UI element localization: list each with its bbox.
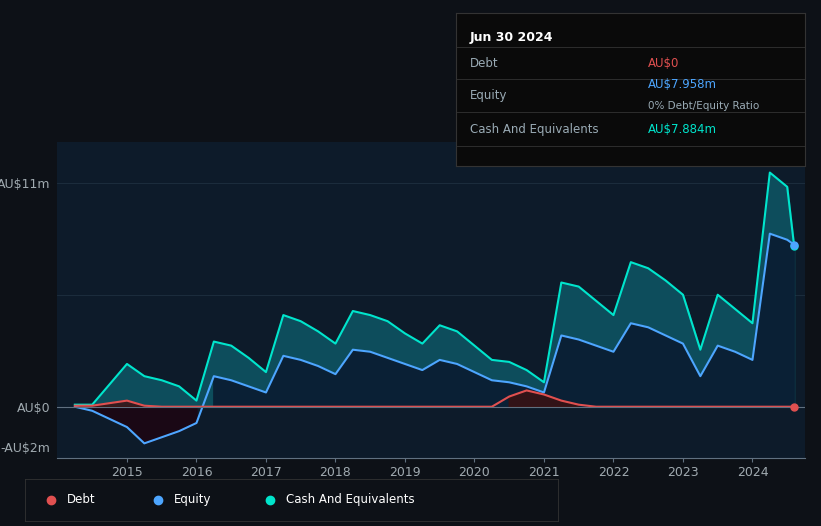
Text: 0% Debt/Equity Ratio: 0% Debt/Equity Ratio xyxy=(648,101,759,111)
Text: AU$7.884m: AU$7.884m xyxy=(648,123,717,136)
Text: Equity: Equity xyxy=(470,89,507,102)
Text: Debt: Debt xyxy=(67,493,96,506)
Text: AU$7.958m: AU$7.958m xyxy=(648,78,717,92)
Text: Debt: Debt xyxy=(470,57,498,70)
Text: Cash And Equivalents: Cash And Equivalents xyxy=(470,123,599,136)
Text: AU$0: AU$0 xyxy=(648,57,679,70)
Text: Jun 30 2024: Jun 30 2024 xyxy=(470,32,553,45)
Text: Equity: Equity xyxy=(174,493,212,506)
Text: Cash And Equivalents: Cash And Equivalents xyxy=(287,493,415,506)
